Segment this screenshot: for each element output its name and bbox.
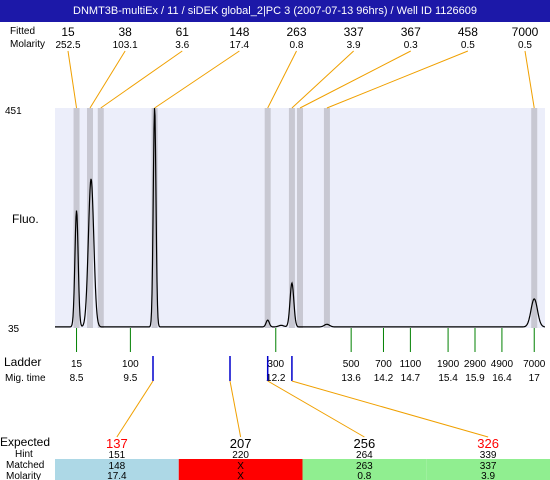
fitted-molarity-148: 17.4 <box>230 40 250 51</box>
ladder-time-1100: 14.7 <box>401 373 421 384</box>
ladder-time-300: 12.2 <box>266 373 286 384</box>
ladder-size-100: 100 <box>122 359 139 370</box>
fitted-connector-38 <box>89 50 126 109</box>
fitted-connector-263 <box>267 50 297 109</box>
match-cell-256 <box>302 459 427 480</box>
molarity-value-137: 17.4 <box>107 471 127 480</box>
fitted-size-7000: 7000 <box>512 25 539 39</box>
ladder-time-2900: 15.9 <box>465 373 485 384</box>
matched-value-137: 148 <box>109 461 126 472</box>
chart-title: DNMT3B-multiEx / 11 / siDEK global_2|PC … <box>0 0 550 22</box>
y-tick-bottom: 35 <box>8 324 20 335</box>
ladder-size-1100: 1100 <box>400 359 422 370</box>
fitted-molarity-263: 0.8 <box>290 40 304 51</box>
expected-connector-256 <box>267 380 365 438</box>
ladder-size-15: 15 <box>71 359 83 370</box>
ladder-size-2900: 2900 <box>464 359 487 370</box>
ladder-time-1900: 15.4 <box>438 373 458 384</box>
ladder-size-500: 500 <box>343 359 360 370</box>
matched-value-207: X <box>237 461 244 472</box>
fitted-molarity-7000: 0.5 <box>518 40 532 51</box>
match-cell-207 <box>178 459 303 480</box>
matched-row-label: Matched <box>6 460 44 471</box>
ladder-row-label: Ladder <box>4 355 41 369</box>
expected-connector-207 <box>229 380 242 438</box>
peak-band-263 <box>264 108 271 328</box>
fitted-molarity-337: 3.9 <box>347 40 361 51</box>
peak-band-61 <box>97 108 104 328</box>
fitted-size-337: 337 <box>344 25 364 39</box>
fitted-connector-337 <box>291 50 354 109</box>
expected-row-label: Expected <box>0 435 50 449</box>
ladder-row: 15 8.5 100 9.5 300 12.2 500 13.6 700 14.2 1100 14.7… <box>70 328 546 384</box>
fitted-size-263: 263 <box>286 25 306 39</box>
molarity-value-256: 0.8 <box>357 471 371 480</box>
ladder-time-100: 9.5 <box>123 373 137 384</box>
match-cell-137 <box>55 459 179 480</box>
ladder-size-1900: 1900 <box>437 359 460 370</box>
hint-value-137: 151 <box>109 450 126 461</box>
peak-band-337 <box>288 108 295 328</box>
fitted-size-38: 38 <box>118 25 132 39</box>
fitted-connector-148 <box>154 50 240 109</box>
fitted-connector-15 <box>67 50 78 109</box>
expected-connector-326 <box>291 380 489 438</box>
ladder-size-7000: 7000 <box>523 359 546 370</box>
ladder-time-7000: 17 <box>529 373 541 384</box>
hint-value-326: 339 <box>480 450 497 461</box>
ladder-time-500: 13.6 <box>341 373 361 384</box>
peak-band-458 <box>323 108 330 328</box>
molarity-value-207: X <box>237 471 244 480</box>
molarity-bottom-row-label: Molarity <box>6 471 41 480</box>
fitted-size-148: 148 <box>229 25 249 39</box>
hint-value-256: 264 <box>356 450 373 461</box>
peak-band-148 <box>151 108 158 328</box>
fitted-molarity-15: 252.5 <box>55 40 80 51</box>
fluorescence-trace <box>55 107 545 328</box>
fitted-size-367: 367 <box>401 25 421 39</box>
fitted-connector-7000 <box>524 50 535 109</box>
peak-band-367 <box>297 108 303 328</box>
expected-value-326: 326 <box>477 436 499 451</box>
matched-value-256: 263 <box>356 461 373 472</box>
matched-value-326: 337 <box>480 461 497 472</box>
fitted-size-458: 458 <box>458 25 478 39</box>
mig-time-row-label: Mig. time <box>5 373 46 384</box>
fitted-connector-458 <box>326 50 469 109</box>
fitted-connector-367 <box>299 50 411 109</box>
ladder-size-300: 300 <box>267 359 284 370</box>
expected-table: 13715114817.4207220XX2562642630.83263393… <box>55 356 550 480</box>
molarity-value-326: 3.9 <box>481 471 495 480</box>
hint-row-label: Hint <box>15 449 33 460</box>
fitted-molarity-458: 0.5 <box>461 40 475 51</box>
peak-band-38 <box>87 108 93 328</box>
ladder-size-4900: 4900 <box>491 359 514 370</box>
expected-value-137: 137 <box>106 436 128 451</box>
fitted-molarity-367: 0.3 <box>404 40 418 51</box>
match-cell-326 <box>426 459 550 480</box>
y-tick-top: 451 <box>5 106 22 117</box>
fitted-size-15: 15 <box>61 25 75 39</box>
expected-connector-137 <box>116 380 154 438</box>
peak-band-7000 <box>531 108 538 328</box>
ladder-time-15: 8.5 <box>70 373 84 384</box>
ladder-time-700: 14.2 <box>374 373 394 384</box>
y-axis-label: Fluo. <box>12 212 39 226</box>
fitted-molarity-38: 103.1 <box>113 40 138 51</box>
fitted-row-label: Fitted <box>10 26 35 37</box>
expected-value-256: 256 <box>354 436 376 451</box>
ladder-size-700: 700 <box>375 359 392 370</box>
expected-value-207: 207 <box>230 436 252 451</box>
fitted-connector-61 <box>100 50 183 109</box>
hint-value-207: 220 <box>232 450 249 461</box>
ladder-time-4900: 16.4 <box>492 373 512 384</box>
molarity-row-label: Molarity <box>10 39 45 50</box>
fitted-size-61: 61 <box>176 25 190 39</box>
fitted-molarity-61: 3.6 <box>175 40 189 51</box>
